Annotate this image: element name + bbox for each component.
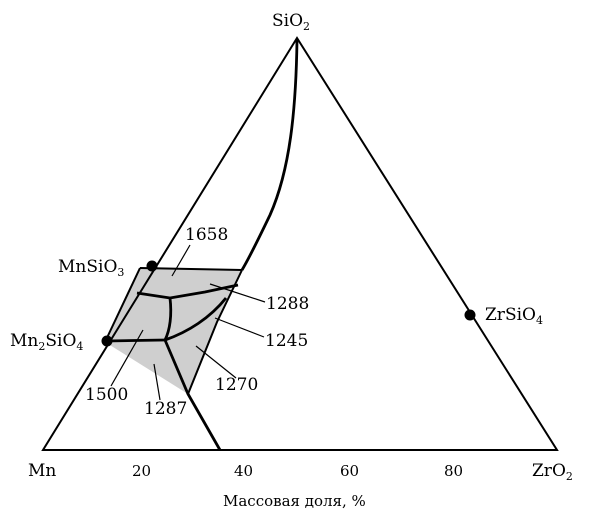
axis-tick-20: 20 (132, 462, 151, 480)
boundary-curve-sio2 (240, 39, 299, 271)
zrsio4-point (464, 309, 476, 321)
compound-label-zrsio4: ZrSiO4 (485, 305, 543, 327)
boundary-1287 (163, 339, 222, 451)
leader-1288 (209, 283, 266, 303)
boundary-1288-1245 (163, 297, 173, 341)
axis-title: Массовая доля, % (223, 492, 366, 510)
region-top-edge (139, 267, 243, 271)
temp-label-1288: 1288 (266, 294, 309, 314)
leader-1270 (195, 345, 237, 379)
vertex-label-zro2: ZrO2 (532, 461, 573, 483)
compound-label-mnsio3: MnSiO3 (58, 257, 124, 279)
leader-1245 (214, 317, 265, 338)
temp-label-1658: 1658 (185, 225, 228, 245)
axis-tick-80: 80 (444, 462, 463, 480)
vertex-label-sio2: SiO2 (272, 11, 310, 33)
leader-1658 (171, 244, 191, 277)
mn2sio4-point (101, 335, 113, 347)
boundary-upper (136, 283, 239, 300)
temp-label-1270: 1270 (215, 375, 258, 395)
triangle-outline (41, 36, 559, 451)
leader-1287 (153, 363, 161, 401)
temp-label-1500: 1500 (85, 385, 128, 405)
region-left-edge (104, 267, 141, 343)
shaded-region (105, 268, 242, 394)
temp-label-1245: 1245 (265, 331, 308, 351)
leader-1500 (110, 329, 144, 387)
axis-tick-40: 40 (234, 462, 253, 480)
boundary-1245 (164, 297, 228, 342)
compound-label-mn2sio4: Mn2SiO4 (10, 331, 83, 353)
boundary-mn2sio4 (105, 338, 166, 343)
axis-tick-60: 60 (340, 462, 359, 480)
vertex-label-mn: Mn (28, 461, 56, 481)
temp-label-1287: 1287 (144, 399, 187, 419)
mnsio3-point (146, 260, 158, 272)
